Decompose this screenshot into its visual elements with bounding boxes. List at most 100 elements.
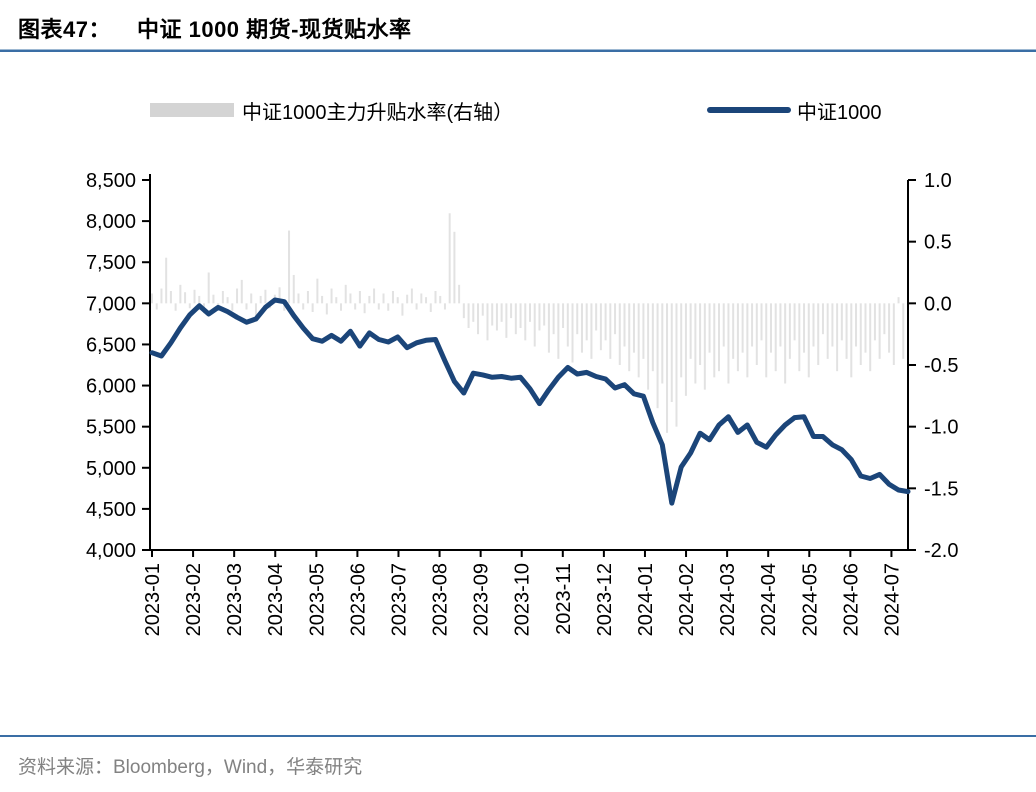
bar — [798, 303, 801, 372]
right-axis-label: -1.0 — [924, 417, 958, 439]
bar — [689, 303, 692, 359]
bar — [878, 303, 881, 359]
left-axis-label: 4,000 — [86, 540, 136, 562]
bar — [415, 303, 418, 310]
bar — [585, 303, 588, 341]
bar — [231, 303, 234, 311]
bar — [590, 303, 593, 359]
left-axis-label: 6,000 — [86, 376, 136, 398]
left-axis-label: 8,000 — [86, 211, 136, 233]
bar — [443, 303, 446, 310]
bar — [453, 231, 456, 304]
bar — [807, 303, 810, 378]
bar — [566, 303, 569, 347]
bar — [845, 303, 848, 359]
bar — [883, 303, 886, 335]
bar — [774, 303, 777, 372]
figure-title: 图表47： 中证 1000 期货-现货贴水率 — [18, 12, 1018, 44]
right-axis-label: -1.5 — [924, 478, 958, 500]
bar — [840, 303, 843, 341]
bar — [642, 303, 645, 359]
bar — [406, 294, 409, 304]
bar — [524, 303, 527, 341]
x-axis-label: 2023-10 — [512, 563, 534, 636]
bar — [278, 287, 281, 304]
bar — [675, 303, 678, 427]
bar — [855, 303, 858, 347]
index-price-line — [149, 297, 911, 506]
bar — [538, 303, 541, 331]
bar — [193, 289, 196, 304]
bar — [779, 303, 782, 347]
bar — [377, 303, 380, 310]
bar — [599, 303, 602, 351]
bar — [708, 303, 711, 353]
bar — [505, 303, 508, 338]
bar — [198, 295, 201, 304]
bar — [571, 303, 574, 363]
bar — [618, 303, 621, 365]
bar — [632, 303, 635, 353]
x-axis-label: 2023-06 — [347, 563, 369, 636]
bar — [382, 293, 385, 304]
bar — [491, 303, 494, 326]
bar — [713, 303, 716, 378]
bar — [670, 303, 673, 402]
right-axis-label: 0.0 — [924, 293, 952, 315]
bar — [850, 303, 853, 378]
bar — [836, 303, 839, 372]
bar — [155, 303, 158, 310]
bar — [481, 303, 484, 316]
left-axis-label: 7,500 — [86, 252, 136, 274]
figure-title-text: 中证 1000 期货-现货贴水率 — [136, 17, 412, 42]
bar — [547, 303, 550, 353]
bar — [169, 291, 172, 304]
x-axis-label: 2023-02 — [183, 563, 205, 636]
bar — [174, 303, 177, 311]
bar — [727, 303, 730, 384]
footer-divider — [0, 735, 1036, 737]
bar — [699, 303, 702, 365]
bar — [510, 303, 513, 319]
left-axis-label: 7,000 — [86, 293, 136, 315]
bar — [410, 288, 413, 304]
left-axis-label: 8,500 — [86, 170, 136, 192]
bar — [817, 303, 820, 365]
bar — [165, 257, 168, 304]
bar — [472, 303, 475, 322]
bar — [325, 303, 328, 315]
bar — [500, 303, 503, 322]
bar — [666, 303, 669, 433]
x-axis-label: 2023-07 — [388, 563, 410, 636]
bar — [736, 303, 739, 372]
bar — [340, 303, 342, 311]
legend-line-swatch — [707, 107, 791, 113]
bar — [533, 303, 536, 347]
bar — [160, 288, 163, 304]
figure-number: 图表47： — [18, 17, 111, 42]
bar — [680, 303, 683, 378]
premium-discount-bars — [151, 213, 909, 433]
bar — [221, 291, 224, 304]
bar — [741, 303, 744, 353]
bar — [864, 303, 867, 353]
legend-line-label: 中证1000 — [797, 101, 882, 124]
bar — [897, 297, 900, 304]
bar — [514, 303, 517, 335]
bar — [684, 303, 687, 396]
bar — [311, 303, 314, 312]
x-axis-label: 2024-05 — [799, 563, 821, 636]
x-axis-label: 2023-04 — [265, 563, 287, 636]
bar — [259, 295, 262, 304]
bar — [888, 303, 891, 353]
bar — [316, 278, 319, 304]
bar — [751, 303, 754, 347]
bar — [188, 303, 191, 309]
bar — [401, 303, 404, 316]
bar — [288, 230, 291, 304]
bar — [651, 303, 654, 372]
bar — [226, 297, 229, 304]
bar — [250, 293, 253, 304]
